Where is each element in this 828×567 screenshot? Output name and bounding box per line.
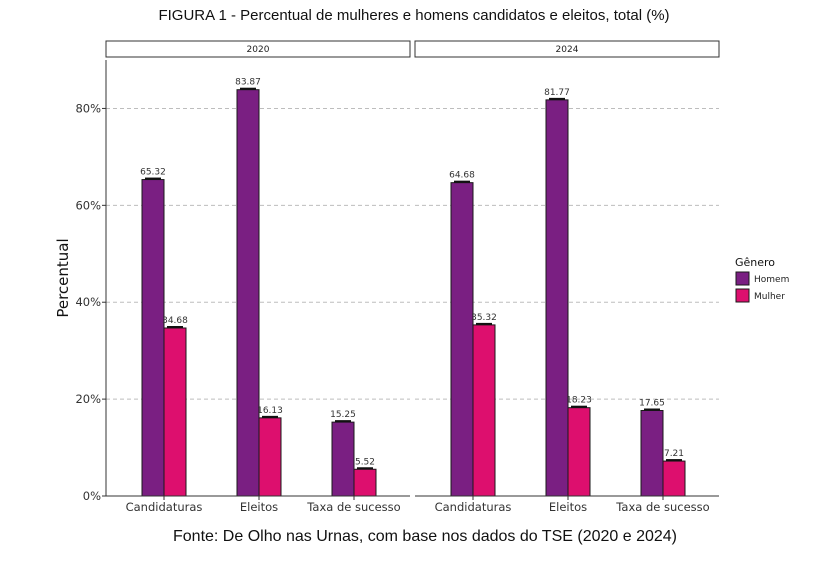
- legend: Homem Mulher: [735, 271, 789, 303]
- data-label: 35.32: [471, 313, 497, 323]
- data-label: 64.68: [449, 171, 475, 181]
- bar-mulher: [353, 468, 377, 497]
- data-label: 34.68: [162, 316, 188, 326]
- data-label: 15.25: [330, 410, 356, 420]
- x-tick-label: Candidaturas: [435, 500, 512, 514]
- plot-area: 0% 20% 40% 60% 80% 2020 65.32 83.87 15.25 34.68 16…: [75, 40, 720, 514]
- bar-homem: [141, 179, 165, 497]
- panel-strip-label: 2024: [556, 45, 579, 55]
- x-tick-label: Taxa de sucesso: [306, 500, 400, 514]
- panel-2020: 2020 65.32 83.87 15.25 34.68 16.13 5.52 Candida…: [105, 40, 411, 514]
- data-label: 7.21: [664, 449, 684, 459]
- bar-mulher: [258, 417, 282, 497]
- panel-strip: [105, 40, 411, 58]
- panel-strip: [414, 40, 720, 58]
- data-label: 16.13: [257, 406, 283, 416]
- bar-mulher: [567, 407, 591, 497]
- data-label: 17.65: [639, 398, 665, 408]
- panel-strip-label: 2020: [247, 45, 270, 55]
- y-tick-label: 40%: [75, 295, 101, 309]
- legend-swatch-mulher: [735, 288, 750, 303]
- bar-homem: [640, 409, 664, 497]
- bar-mulher: [163, 327, 187, 497]
- y-tick-label: 0%: [83, 489, 101, 503]
- legend-title: Gênero: [735, 256, 775, 269]
- bar-homem: [545, 99, 569, 497]
- bar-homem: [236, 89, 260, 497]
- y-axis-label: Percentual: [54, 238, 72, 317]
- bar-homem: [331, 421, 355, 497]
- data-label: 5.52: [355, 457, 375, 467]
- data-label: 65.32: [140, 168, 166, 178]
- bar-homem: [450, 182, 474, 497]
- legend-label-mulher: Mulher: [754, 292, 785, 302]
- legend-swatch-homem: [735, 271, 750, 286]
- data-label: 81.77: [544, 88, 570, 98]
- bar-mulher: [662, 460, 686, 497]
- chart-caption: Fonte: De Olho nas Urnas, com base nos d…: [173, 528, 677, 545]
- y-tick-label: 80%: [75, 101, 101, 115]
- x-tick-label: Candidaturas: [126, 500, 203, 514]
- chart-title: FIGURA 1 - Percentual de mulheres e home…: [158, 7, 669, 24]
- data-label: 18.23: [566, 396, 592, 406]
- y-tick-label: 20%: [75, 392, 101, 406]
- y-tick-label: 60%: [75, 198, 101, 212]
- x-tick-label: Taxa de sucesso: [615, 500, 709, 514]
- legend-label-homem: Homem: [754, 275, 789, 285]
- bar-mulher: [472, 324, 496, 497]
- x-tick-label: Eleitos: [549, 500, 587, 514]
- data-label: 83.87: [235, 78, 261, 88]
- x-tick-label: Eleitos: [240, 500, 278, 514]
- panel-2024: 2024 64.68 81.77 17.65 35.32 18.23 7.21 Candida…: [414, 40, 720, 514]
